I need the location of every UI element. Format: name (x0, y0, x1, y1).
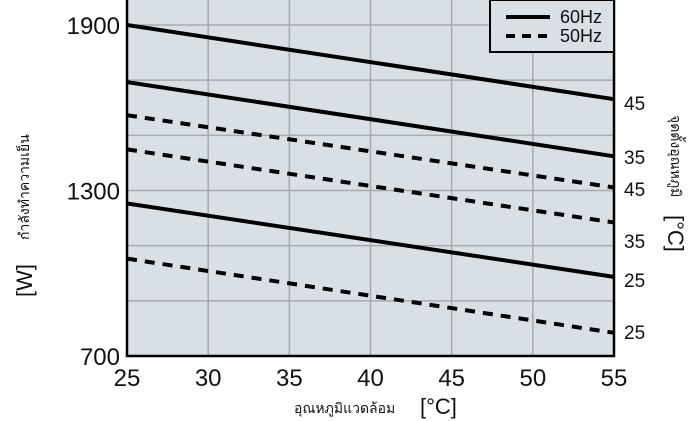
series-line-60hz-45 (126, 23, 615, 102)
y-tick-label: 1300 (67, 179, 120, 206)
x-tick-label: 55 (601, 365, 628, 392)
data-series (126, 23, 615, 335)
x-tick-label: 45 (438, 365, 465, 392)
x-axis-title: อุณหภูมิแวดล้อม (294, 401, 395, 417)
legend-label-50hz: 50Hz (560, 26, 602, 46)
y-axis-title: กำลังทำความเย็น [W] (12, 134, 37, 297)
y-axis-title-text: กำลังทำความเย็น (15, 134, 33, 240)
series-line-60hz-25 (126, 201, 615, 279)
y2-axis-title: จุดตั้งอุณหภูมิ [°C] (663, 115, 688, 252)
y-tick-label: 700 (80, 344, 120, 371)
legend-box (489, 0, 615, 53)
setpoint-label: 45 (624, 180, 645, 201)
x-tick-label: 50 (519, 365, 546, 392)
series-line-60hz-35 (126, 80, 615, 159)
x-tick-label: 25 (114, 365, 141, 392)
y-axis-unit: [W] (12, 264, 37, 297)
setpoint-label: 35 (624, 148, 645, 169)
setpoint-label: 35 (624, 232, 645, 253)
setpoint-label: 25 (624, 271, 645, 292)
setpoint-labels: 45 35 45 35 25 25 (624, 94, 645, 344)
y-axis-ticks: 1900 1300 700 (67, 13, 120, 371)
legend: 60Hz 50Hz (489, 0, 615, 53)
y2-axis-title-text: จุดตั้งอุณหภูมิ (667, 115, 686, 197)
setpoint-label: 45 (624, 94, 645, 115)
setpoint-label: 25 (624, 323, 645, 344)
plot-frame (125, 0, 616, 358)
x-axis-unit: [°C] (420, 394, 457, 419)
axes (125, 0, 616, 358)
x-tick-label: 30 (195, 365, 222, 392)
y-tick-label: 1900 (67, 13, 120, 40)
legend-label-60hz: 60Hz (560, 7, 602, 27)
y2-axis-unit: [°C] (663, 215, 688, 252)
x-axis-ticks: 25 30 35 40 45 50 55 (114, 365, 628, 392)
x-tick-label: 40 (357, 365, 384, 392)
x-tick-label: 35 (276, 365, 303, 392)
